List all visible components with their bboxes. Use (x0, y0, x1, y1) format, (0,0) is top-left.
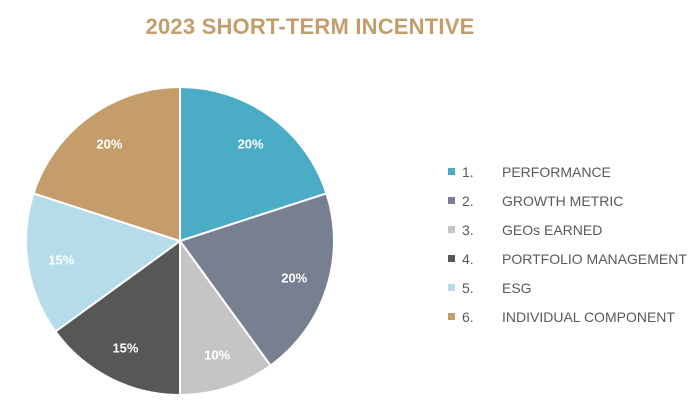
legend-swatch (448, 226, 455, 233)
slice-label-2: 20% (281, 271, 307, 286)
pie-slice-6 (32, 85, 181, 243)
legend-label: PERFORMANCE (502, 163, 611, 180)
pie-slice-3 (179, 237, 272, 397)
legend-item-2: 2. GROWTH METRIC (448, 186, 687, 215)
legend-number: 3. (462, 221, 474, 238)
legend-item-3: 3. GEOs EARNED (448, 215, 687, 244)
slice-label-6: 20% (96, 136, 122, 151)
legend-number: 5. (462, 279, 474, 296)
legend-swatch (448, 284, 455, 291)
legend-number: 6. (462, 308, 474, 325)
pie-chart: 20% 20% 10% 15% 15% 20% (25, 85, 335, 397)
legend-swatch (448, 255, 455, 262)
slice-label-5: 15% (48, 252, 74, 267)
legend-label: INDIVIDUAL COMPONENT (502, 308, 675, 325)
pie-slice-2 (178, 192, 335, 367)
legend-label: ESG (502, 279, 532, 296)
legend-swatch (448, 168, 455, 175)
legend-swatch (448, 197, 455, 204)
legend-label: PORTFOLIO MANAGEMENT (502, 250, 687, 267)
pie-slice-4 (54, 239, 181, 397)
legend-number: 1. (462, 163, 474, 180)
slice-label-3: 10% (204, 348, 230, 363)
legend-swatch (448, 313, 455, 320)
legend-item-5: 5. ESG (448, 273, 687, 302)
slice-label-4: 15% (112, 341, 138, 356)
legend-number: 2. (462, 192, 474, 209)
pie-slice-5 (25, 192, 183, 333)
legend-item-6: 6. INDIVIDUAL COMPONENT (448, 302, 687, 331)
legend-item-4: 4. PORTFOLIO MANAGEMENT (448, 244, 687, 273)
pie-slice-1 (179, 85, 328, 243)
legend-label: GROWTH METRIC (502, 192, 624, 209)
legend-label: GEOs EARNED (502, 221, 603, 238)
legend-item-1: 1. PERFORMANCE (448, 157, 687, 186)
chart-legend: 1. PERFORMANCE 2. GROWTH METRIC 3. GEOs EARNE… (448, 157, 687, 331)
slice-label-1: 20% (238, 136, 264, 151)
chart-title: 2023 SHORT-TERM INCENTIVE (145, 14, 475, 39)
legend-number: 4. (462, 250, 474, 267)
